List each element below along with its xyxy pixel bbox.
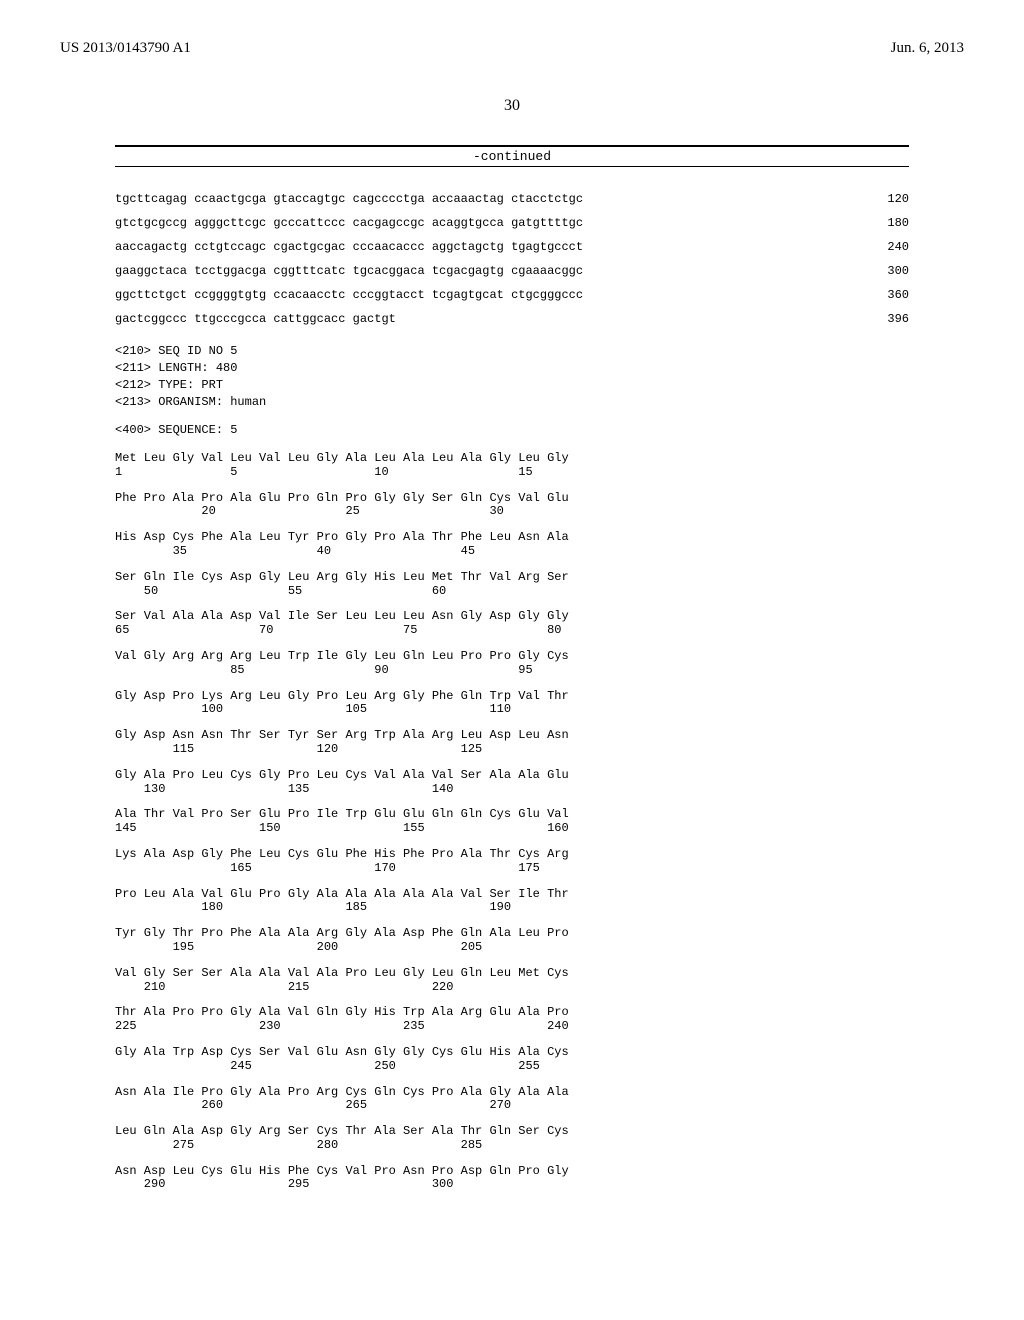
protein-row: Pro Leu Ala Val Glu Pro Gly Ala Ala Ala … (115, 888, 909, 916)
dna-seq: aaccagactg cctgtccagc cgactgcgac cccaaca… (115, 240, 583, 254)
aa-line: Asn Ala Ile Pro Gly Ala Pro Arg Cys Gln … (115, 1086, 909, 1100)
protein-row: Asn Ala Ile Pro Gly Ala Pro Arg Cys Gln … (115, 1086, 909, 1114)
seq-header-line: <212> TYPE: PRT (115, 378, 909, 392)
dna-line: aaccagactg cctgtccagc cgactgcgac cccaaca… (115, 240, 909, 254)
protein-row: Ala Thr Val Pro Ser Glu Pro Ile Trp Glu … (115, 808, 909, 836)
protein-row: Asn Asp Leu Cys Glu His Phe Cys Val Pro … (115, 1165, 909, 1193)
protein-row: Thr Ala Pro Pro Gly Ala Val Gln Gly His … (115, 1006, 909, 1034)
dna-pos: 360 (867, 288, 909, 302)
continued-rule: -continued (115, 145, 909, 167)
page-number: 30 (60, 97, 964, 115)
aa-line: Gly Ala Trp Asp Cys Ser Val Glu Asn Gly … (115, 1046, 909, 1060)
num-line: 165 170 175 (115, 862, 909, 876)
dna-line: tgcttcagag ccaactgcga gtaccagtgc cagcccc… (115, 192, 909, 206)
protein-row: Lys Ala Asp Gly Phe Leu Cys Glu Phe His … (115, 848, 909, 876)
num-line: 85 90 95 (115, 664, 909, 678)
num-line: 275 280 285 (115, 1139, 909, 1153)
protein-row: Met Leu Gly Val Leu Val Leu Gly Ala Leu … (115, 452, 909, 480)
protein-row: His Asp Cys Phe Ala Leu Tyr Pro Gly Pro … (115, 531, 909, 559)
num-line: 35 40 45 (115, 545, 909, 559)
dna-line: gaaggctaca tcctggacga cggtttcatc tgcacgg… (115, 264, 909, 278)
num-line: 290 295 300 (115, 1178, 909, 1192)
seq-header-line: <213> ORGANISM: human (115, 395, 909, 409)
seq-header-line: <400> SEQUENCE: 5 (115, 423, 909, 437)
dna-line: gactcggccc ttgcccgcca cattggcacc gactgt 3… (115, 312, 909, 326)
dna-seq: gactcggccc ttgcccgcca cattggcacc gactgt (115, 312, 396, 326)
aa-line: Thr Ala Pro Pro Gly Ala Val Gln Gly His … (115, 1006, 909, 1020)
protein-row: Val Gly Arg Arg Arg Leu Trp Ile Gly Leu … (115, 650, 909, 678)
dna-seq: tgcttcagag ccaactgcga gtaccagtgc cagcccc… (115, 192, 583, 206)
aa-line: Tyr Gly Thr Pro Phe Ala Ala Arg Gly Ala … (115, 927, 909, 941)
protein-row: Leu Gln Ala Asp Gly Arg Ser Cys Thr Ala … (115, 1125, 909, 1153)
continued-label: -continued (115, 147, 909, 166)
aa-line: Val Gly Arg Arg Arg Leu Trp Ile Gly Leu … (115, 650, 909, 664)
aa-line: Asn Asp Leu Cys Glu His Phe Cys Val Pro … (115, 1165, 909, 1179)
num-line: 115 120 125 (115, 743, 909, 757)
aa-line: Gly Asp Asn Asn Thr Ser Tyr Ser Arg Trp … (115, 729, 909, 743)
aa-line: Val Gly Ser Ser Ala Ala Val Ala Pro Leu … (115, 967, 909, 981)
aa-line: Pro Leu Ala Val Glu Pro Gly Ala Ala Ala … (115, 888, 909, 902)
dna-pos: 300 (867, 264, 909, 278)
aa-line: Ser Val Ala Ala Asp Val Ile Ser Leu Leu … (115, 610, 909, 624)
seq-header-line: <210> SEQ ID NO 5 (115, 344, 909, 358)
aa-line: Gly Ala Pro Leu Cys Gly Pro Leu Cys Val … (115, 769, 909, 783)
aa-line: His Asp Cys Phe Ala Leu Tyr Pro Gly Pro … (115, 531, 909, 545)
num-line: 50 55 60 (115, 585, 909, 599)
publication-number: US 2013/0143790 A1 (60, 40, 191, 57)
num-line: 130 135 140 (115, 783, 909, 797)
num-line: 195 200 205 (115, 941, 909, 955)
num-line: 245 250 255 (115, 1060, 909, 1074)
aa-line: Leu Gln Ala Asp Gly Arg Ser Cys Thr Ala … (115, 1125, 909, 1139)
protein-row: Tyr Gly Thr Pro Phe Ala Ala Arg Gly Ala … (115, 927, 909, 955)
num-line: 180 185 190 (115, 901, 909, 915)
protein-row: Ser Gln Ile Cys Asp Gly Leu Arg Gly His … (115, 571, 909, 599)
aa-line: Phe Pro Ala Pro Ala Glu Pro Gln Pro Gly … (115, 492, 909, 506)
aa-line: Met Leu Gly Val Leu Val Leu Gly Ala Leu … (115, 452, 909, 466)
protein-row: Phe Pro Ala Pro Ala Glu Pro Gln Pro Gly … (115, 492, 909, 520)
aa-line: Gly Asp Pro Lys Arg Leu Gly Pro Leu Arg … (115, 690, 909, 704)
dna-seq: ggcttctgct ccggggtgtg ccacaacctc cccggta… (115, 288, 583, 302)
dna-pos: 396 (867, 312, 909, 326)
aa-line: Lys Ala Asp Gly Phe Leu Cys Glu Phe His … (115, 848, 909, 862)
num-line: 20 25 30 (115, 505, 909, 519)
num-line: 210 215 220 (115, 981, 909, 995)
num-line: 260 265 270 (115, 1099, 909, 1113)
dna-line: gtctgcgccg agggcttcgc gcccattccc cacgagc… (115, 216, 909, 230)
dna-seq: gtctgcgccg agggcttcgc gcccattccc cacgagc… (115, 216, 583, 230)
protein-row: Val Gly Ser Ser Ala Ala Val Ala Pro Leu … (115, 967, 909, 995)
protein-row: Gly Asp Asn Asn Thr Ser Tyr Ser Arg Trp … (115, 729, 909, 757)
dna-seq: gaaggctaca tcctggacga cggtttcatc tgcacgg… (115, 264, 583, 278)
page-header: US 2013/0143790 A1 Jun. 6, 2013 (60, 40, 964, 57)
protein-row: Gly Ala Pro Leu Cys Gly Pro Leu Cys Val … (115, 769, 909, 797)
dna-pos: 180 (867, 216, 909, 230)
seq-header-line: <211> LENGTH: 480 (115, 361, 909, 375)
publication-date: Jun. 6, 2013 (891, 40, 964, 57)
num-line: 225 230 235 240 (115, 1020, 909, 1034)
aa-line: Ala Thr Val Pro Ser Glu Pro Ile Trp Glu … (115, 808, 909, 822)
num-line: 100 105 110 (115, 703, 909, 717)
protein-row: Gly Ala Trp Asp Cys Ser Val Glu Asn Gly … (115, 1046, 909, 1074)
protein-row: Gly Asp Pro Lys Arg Leu Gly Pro Leu Arg … (115, 690, 909, 718)
dna-pos: 120 (867, 192, 909, 206)
num-line: 145 150 155 160 (115, 822, 909, 836)
protein-row: Ser Val Ala Ala Asp Val Ile Ser Leu Leu … (115, 610, 909, 638)
aa-line: Ser Gln Ile Cys Asp Gly Leu Arg Gly His … (115, 571, 909, 585)
dna-pos: 240 (867, 240, 909, 254)
dna-line: ggcttctgct ccggggtgtg ccacaacctc cccggta… (115, 288, 909, 302)
num-line: 1 5 10 15 (115, 466, 909, 480)
num-line: 65 70 75 80 (115, 624, 909, 638)
